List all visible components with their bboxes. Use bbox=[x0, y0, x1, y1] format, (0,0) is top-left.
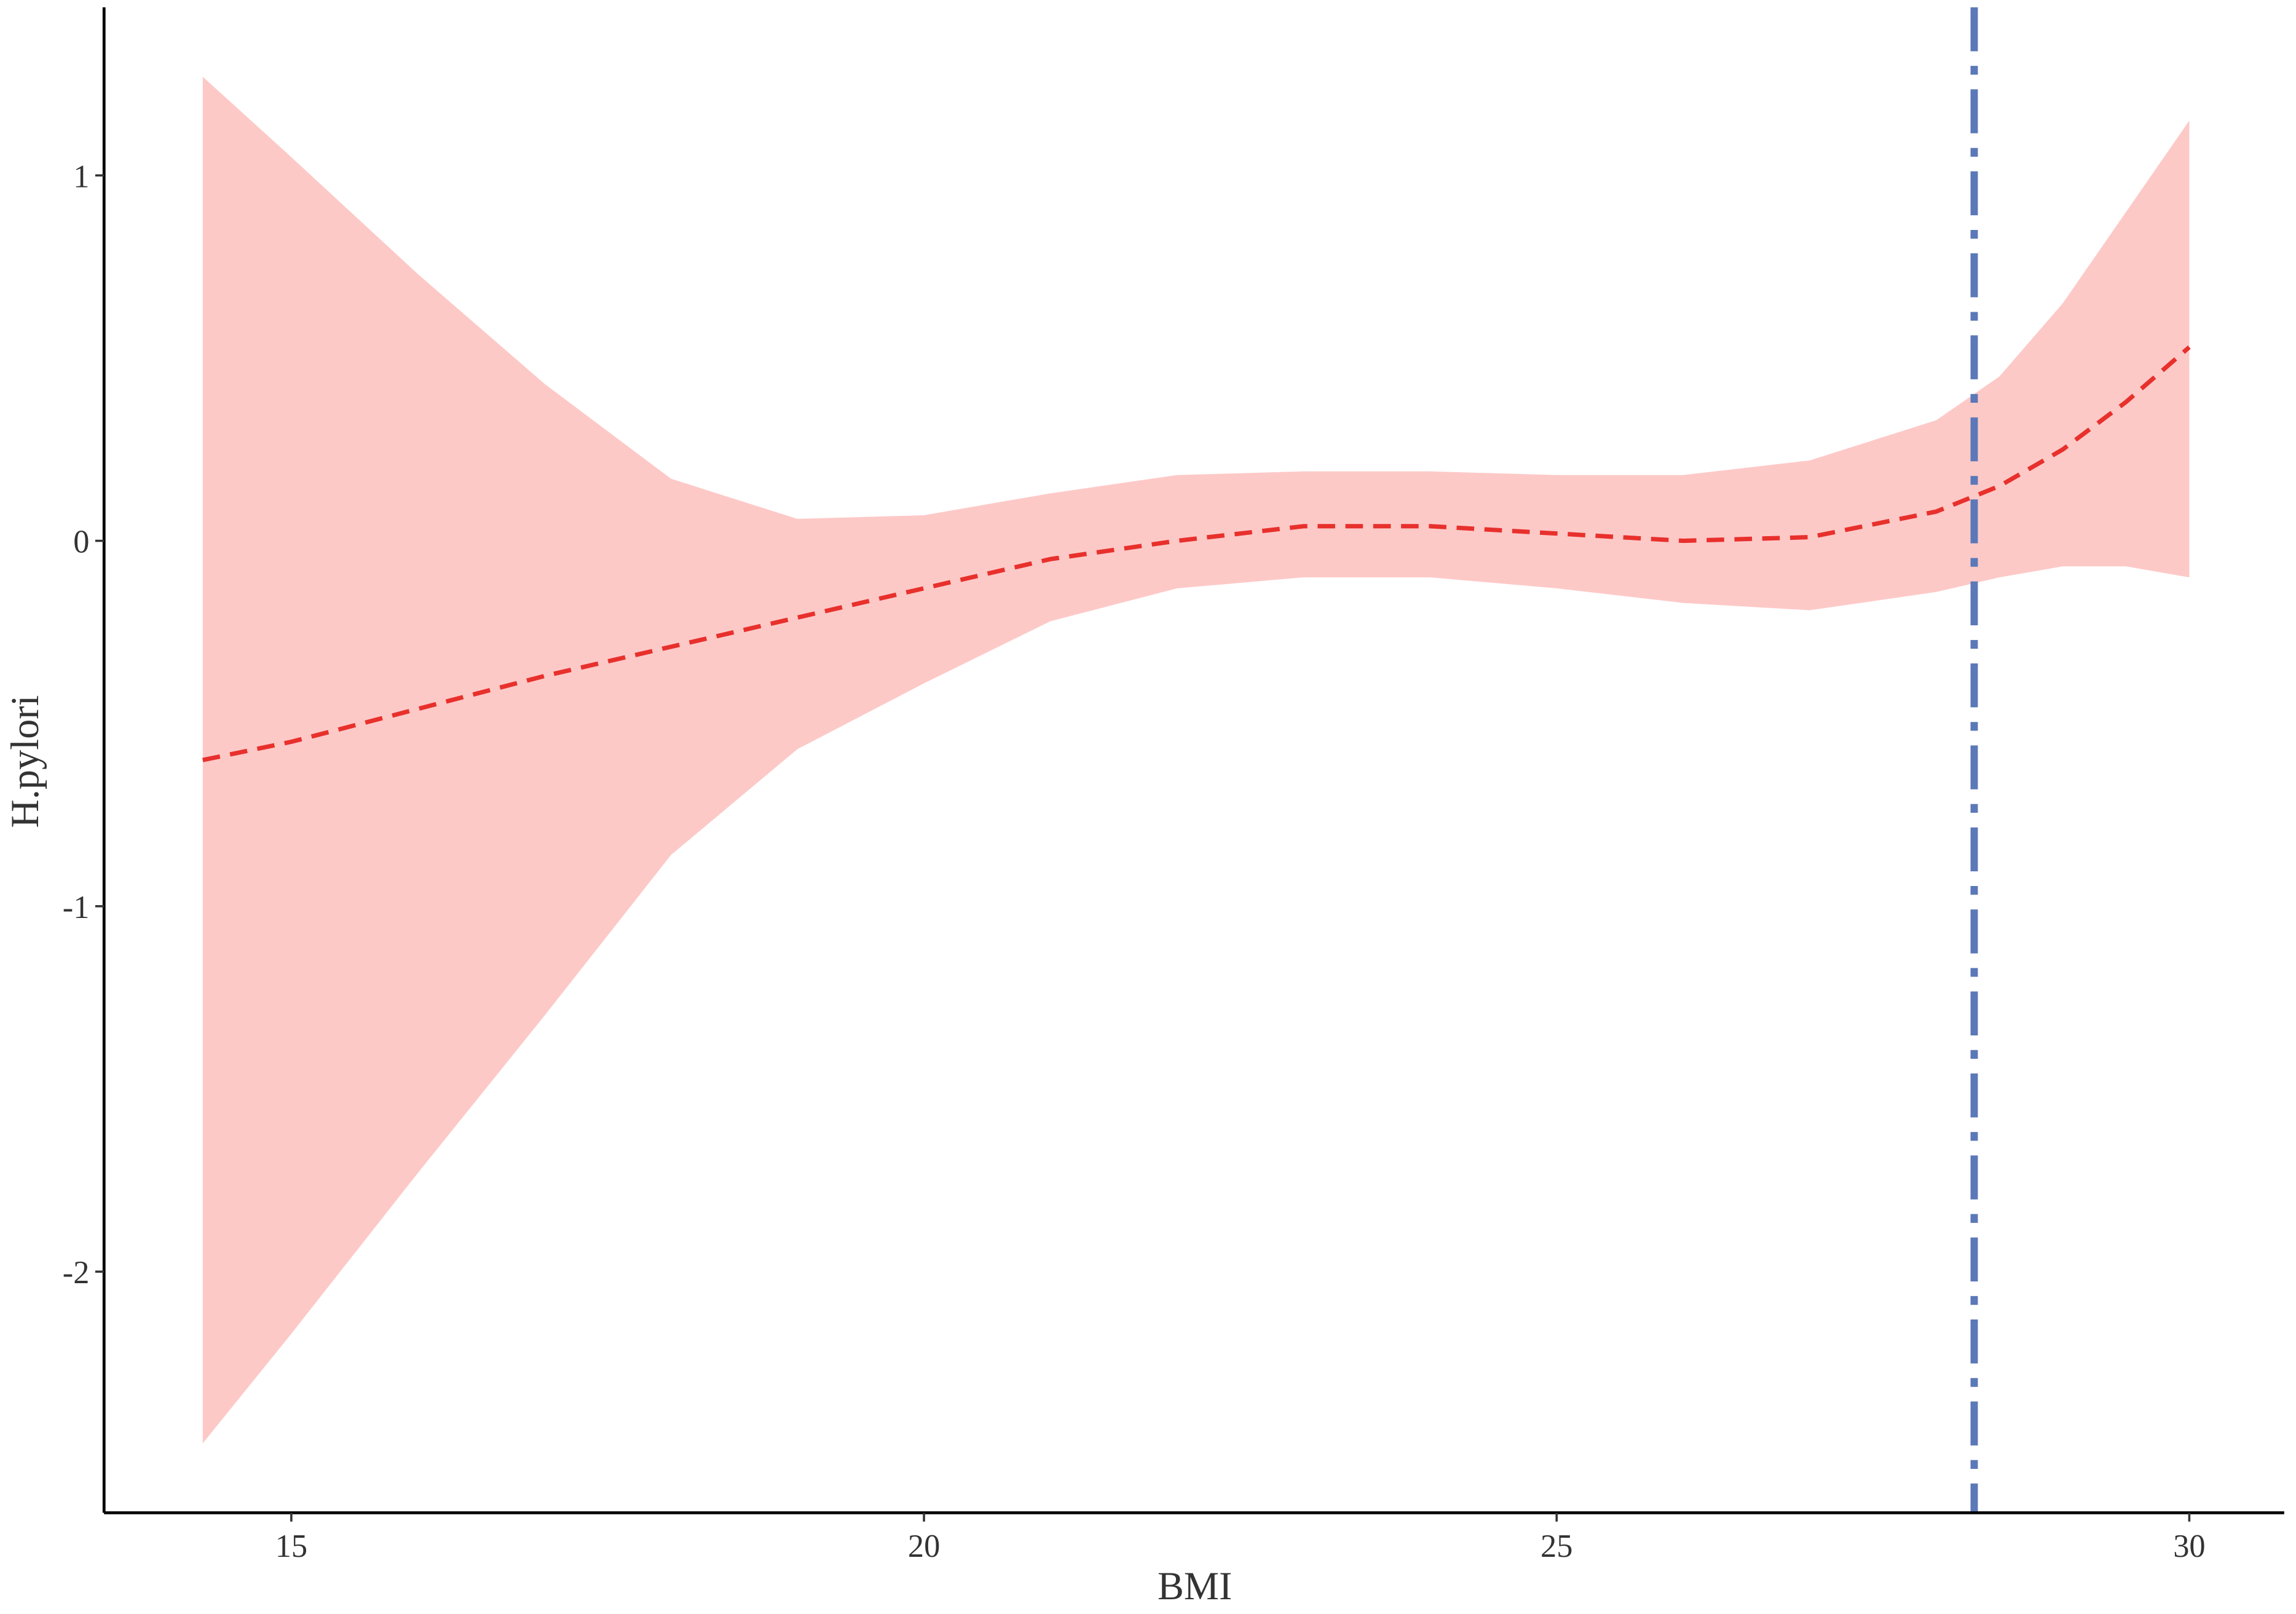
y-tick-label: -2 bbox=[63, 1255, 90, 1291]
x-tick-label: 25 bbox=[1541, 1529, 1572, 1564]
y-tick-label: -1 bbox=[63, 890, 90, 925]
y-tick-label: 1 bbox=[73, 159, 89, 194]
x-axis-title: BMI bbox=[1158, 1564, 1232, 1608]
x-tick-label: 30 bbox=[2173, 1529, 2205, 1564]
x-tick-label: 15 bbox=[275, 1529, 307, 1564]
x-tick-label: 20 bbox=[908, 1529, 940, 1564]
trend-line bbox=[202, 345, 2191, 762]
y-tick-label: 0 bbox=[73, 524, 89, 560]
confidence-band bbox=[202, 76, 2190, 1444]
y-axis-title: H.pylori bbox=[3, 695, 47, 828]
